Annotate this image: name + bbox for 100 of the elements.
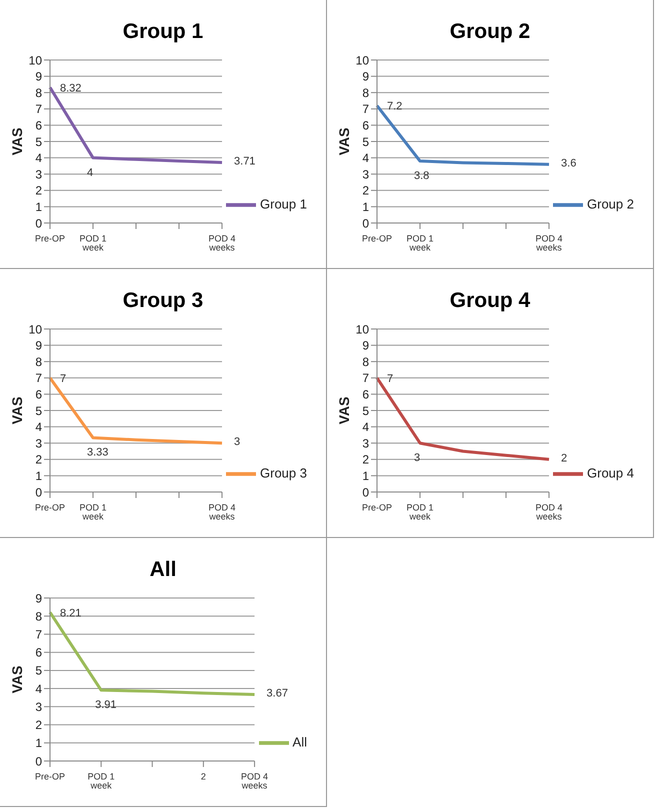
x-tick-label: POD 4 weeks [208, 233, 236, 252]
y-tick-label: 3 [362, 436, 370, 450]
y-tick-label: 7 [35, 102, 42, 116]
legend-label: Group 1 [260, 196, 307, 212]
y-tick-label: 4 [35, 420, 42, 434]
y-tick-label: 9 [35, 591, 42, 606]
y-tick-label: 0 [35, 754, 42, 768]
y-tick-label: 9 [35, 338, 42, 353]
y-tick-label: 5 [35, 404, 42, 418]
y-tick-label: 9 [362, 338, 370, 353]
y-tick-label: 7 [362, 102, 370, 116]
chart-title: All [148, 557, 178, 583]
y-tick-label: 5 [362, 404, 370, 418]
y-tick-label: 5 [362, 134, 370, 149]
y-tick-label: 0 [35, 485, 42, 500]
legend-label: Group 3 [260, 465, 307, 480]
data-label: 8.21 [60, 607, 82, 620]
x-tick-label: POD 1 week [406, 502, 434, 522]
y-tick-label: 1 [362, 200, 370, 214]
y-tick-label: 10 [28, 322, 42, 336]
chart-title: Group 3 [122, 288, 204, 314]
y-tick-label: 6 [35, 646, 42, 660]
x-tick-label: Pre-OP [362, 502, 392, 512]
x-tick-label: POD 4 weeks [535, 233, 563, 252]
y-tick-label: 1 [35, 200, 42, 214]
y-tick-label: 9 [362, 70, 370, 84]
y-tick-label: 4 [362, 420, 370, 434]
y-tick-label: 6 [35, 387, 42, 402]
y-tick-label: 10 [356, 322, 370, 336]
data-label: 3.8 [414, 170, 430, 182]
x-tick-label: POD 4 weeks [240, 771, 268, 790]
y-tick-label: 2 [35, 184, 42, 198]
data-label: 8.32 [60, 82, 82, 94]
legend-label: Group 4 [587, 465, 634, 480]
data-label: 2 [561, 452, 568, 464]
y-tick-label: 6 [362, 118, 370, 132]
chart-title: Group 4 [448, 288, 532, 314]
y-tick-label: 8 [362, 354, 370, 369]
legend-label: Group 2 [587, 196, 634, 212]
legend-label: All [292, 734, 307, 750]
y-tick-label: 2 [362, 184, 370, 198]
y-tick-label: 6 [362, 387, 370, 402]
y-tick-label: 2 [362, 452, 370, 467]
y-tick-label: 6 [35, 118, 42, 132]
x-tick-label: POD 1 week [79, 233, 107, 252]
y-tick-label: 7 [35, 371, 42, 386]
y-tick-label: 3 [35, 167, 42, 182]
y-tick-label: 4 [362, 151, 370, 166]
y-tick-label: 7 [35, 627, 42, 642]
x-tick-label: POD 1 week [79, 502, 107, 522]
y-tick-label: 0 [35, 216, 42, 230]
y-tick-label: 8 [362, 86, 370, 100]
y-tick-label: 2 [35, 718, 42, 732]
y-axis-title: VAS [8, 128, 25, 156]
y-tick-label: 1 [35, 736, 42, 750]
y-tick-label: 7 [362, 371, 370, 386]
x-tick-label: Pre-OP [34, 771, 66, 782]
x-tick-label: Pre-OP [362, 233, 392, 244]
chart-title: Group 2 [448, 19, 532, 45]
y-tick-label: 4 [35, 682, 42, 696]
y-tick-label: 3 [35, 700, 42, 714]
x-tick-label: POD 4 weeks [208, 502, 236, 522]
x-tick-label: POD 4 weeks [535, 502, 563, 522]
y-tick-label: 10 [356, 53, 370, 68]
y-tick-label: 0 [362, 216, 370, 230]
data-label: 3.91 [95, 699, 117, 712]
y-tick-label: 8 [35, 86, 42, 100]
y-tick-label: 3 [35, 436, 42, 450]
data-label: 7.2 [387, 100, 402, 113]
x-tick-label: Pre-OP [34, 502, 66, 512]
x-tick-label: Pre-OP [34, 233, 66, 244]
data-label: 7 [60, 372, 66, 385]
chart-title: Group 1 [122, 19, 204, 45]
y-tick-label: 10 [28, 53, 42, 68]
y-tick-label: 3 [362, 167, 370, 182]
data-label: 4 [87, 166, 94, 179]
y-tick-label: 2 [35, 452, 42, 467]
y-axis-title: VAS [8, 666, 25, 694]
y-axis-title: VAS [8, 396, 25, 424]
data-label: 3.33 [87, 446, 108, 459]
data-label: 7 [387, 372, 394, 385]
y-axis-title: VAS [336, 396, 352, 424]
data-label: 3 [234, 436, 240, 448]
y-axis-title: VAS [336, 128, 352, 156]
y-tick-label: 0 [362, 485, 370, 500]
y-tick-label: 5 [35, 134, 42, 149]
y-tick-label: 5 [35, 664, 42, 678]
y-tick-label: 1 [362, 468, 370, 483]
y-tick-label: 8 [35, 609, 42, 624]
y-tick-label: 8 [35, 354, 42, 369]
data-label: 3.67 [266, 688, 288, 700]
data-label: 3 [414, 452, 420, 464]
data-label: 3.71 [234, 156, 256, 168]
x-tick-label: POD 1 week [88, 771, 115, 790]
y-tick-label: 9 [35, 70, 42, 84]
y-tick-label: 4 [35, 151, 42, 166]
x-tick-label: POD 1 week [406, 233, 434, 252]
y-tick-label: 1 [35, 468, 42, 483]
data-label: 3.6 [561, 157, 576, 170]
x-tick-label: 2 [200, 771, 206, 782]
